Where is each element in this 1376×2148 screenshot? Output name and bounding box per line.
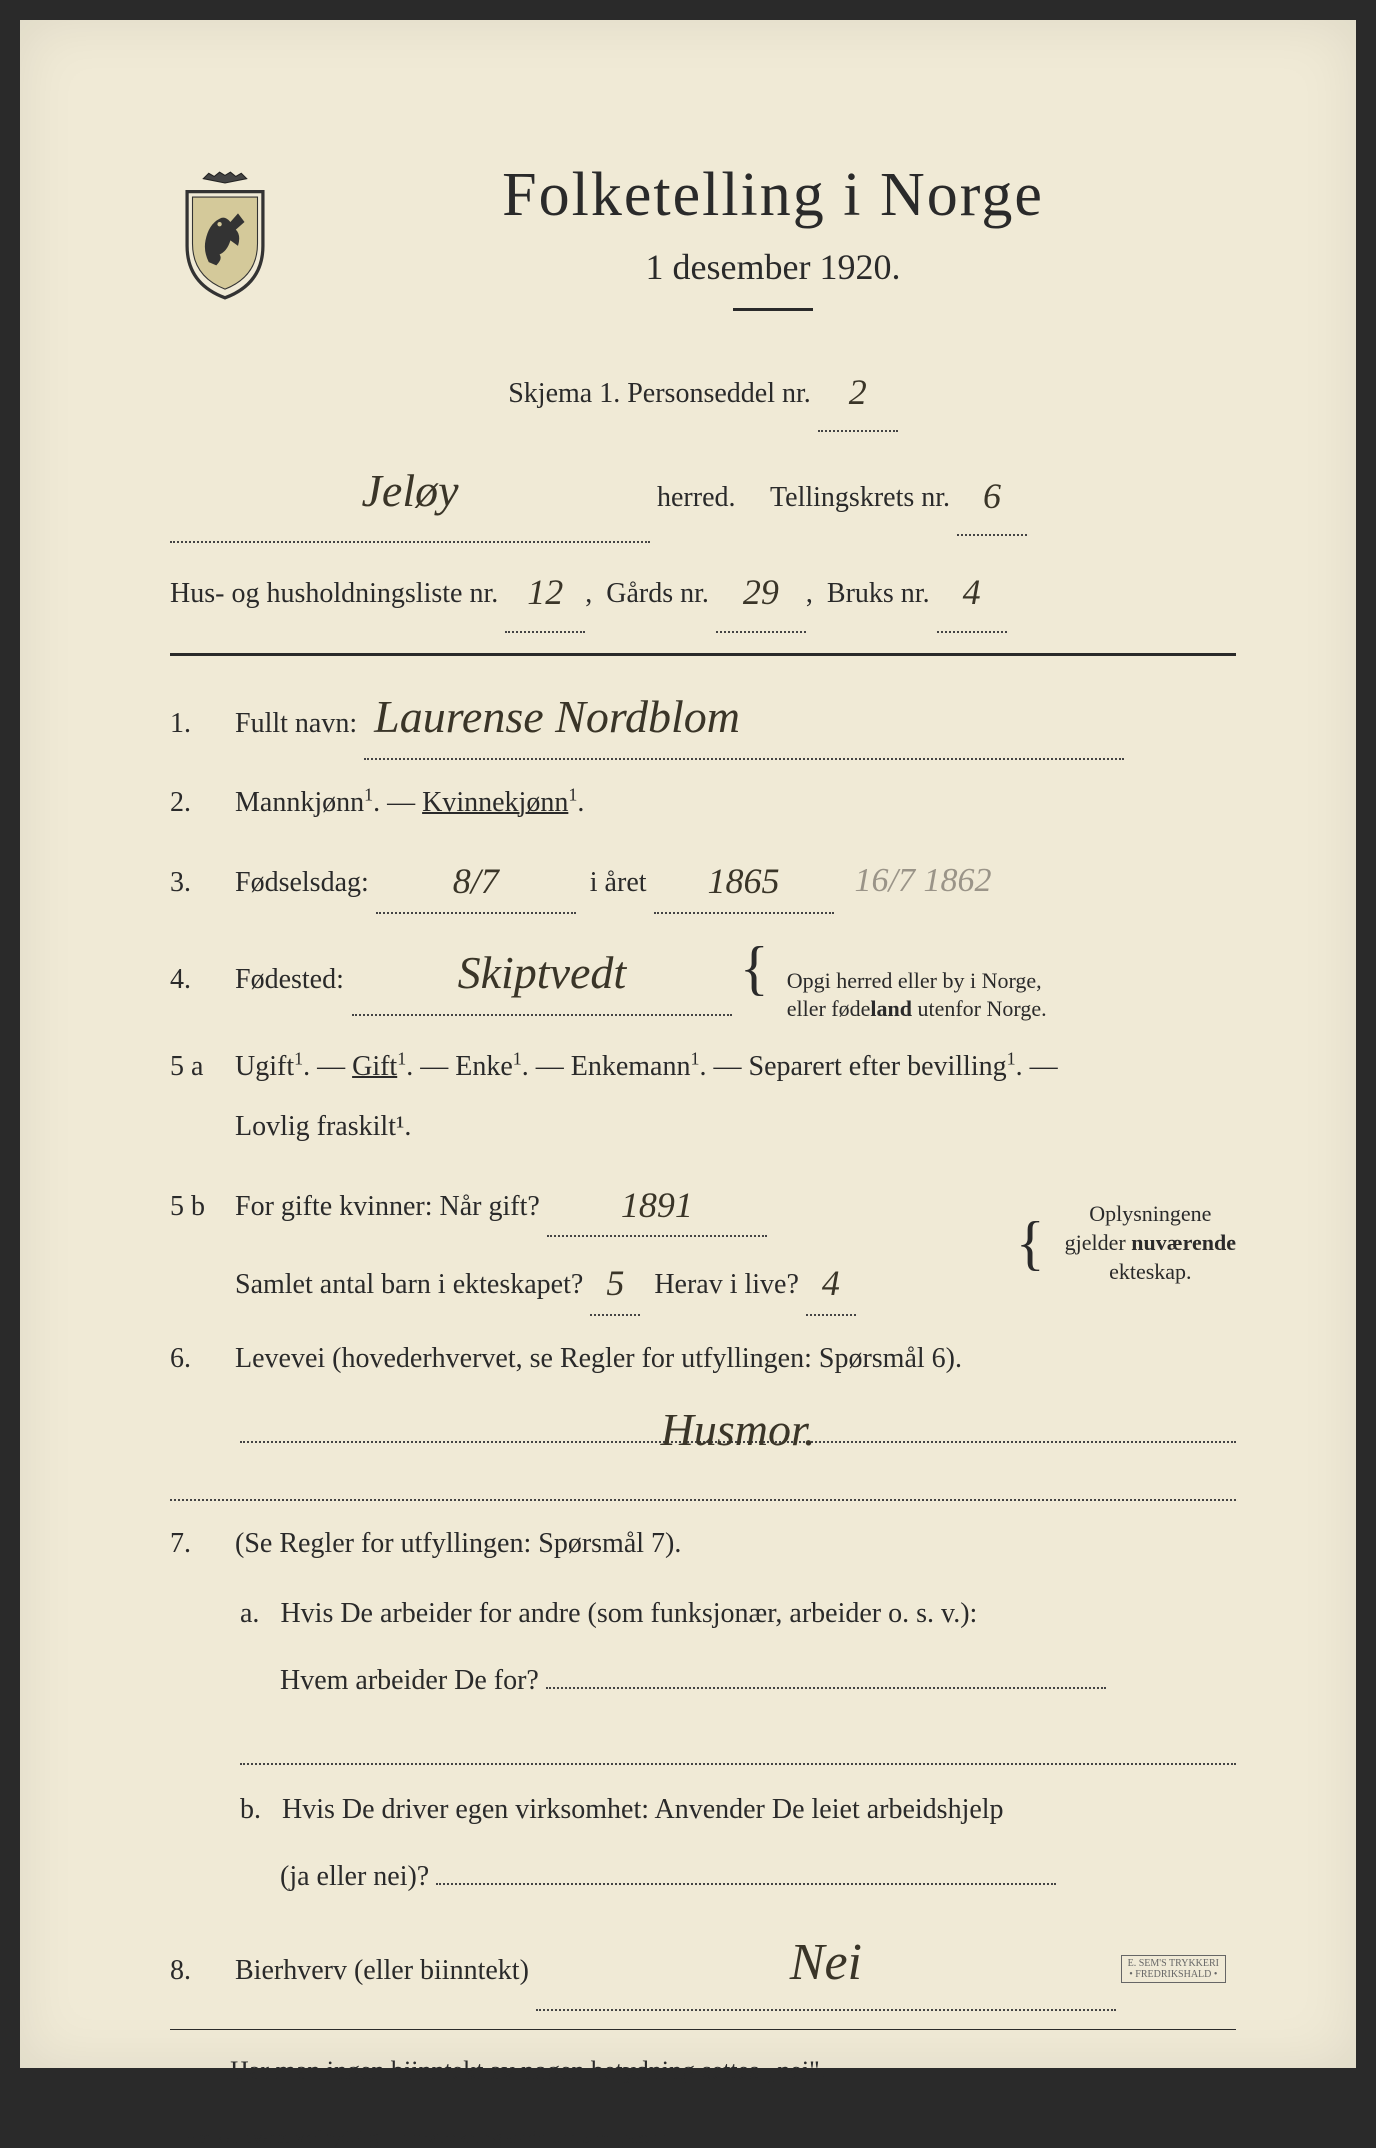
q5b-label1: For gifte kvinner: Når gift? xyxy=(235,1191,540,1222)
q7a-text2: Hvem arbeider De for? xyxy=(280,1665,539,1696)
q1-row: 1. Fullt navn: Laurense Nordblom xyxy=(170,676,1236,761)
census-form-page: Folketelling i Norge 1 desember 1920. Sk… xyxy=(20,20,1356,2068)
q3-day: 8/7 xyxy=(453,861,499,901)
q8-label: Bierhverv (eller biinntekt) xyxy=(235,1955,529,1986)
bruks-label: Bruks nr. xyxy=(827,578,930,609)
q5b-live: 4 xyxy=(822,1263,840,1303)
hus-label: Hus- og husholdningsliste nr. xyxy=(170,578,498,609)
q7a: a. Hvis De arbeider for andre (som funks… xyxy=(240,1587,1236,1707)
q7a-blank xyxy=(240,1725,1236,1765)
q3-pencil: 16/7 1862 xyxy=(855,862,992,899)
title-block: Folketelling i Norge 1 desember 1920. xyxy=(310,160,1236,341)
hus-line: Hus- og husholdningsliste nr. 12, Gårds … xyxy=(170,551,1236,632)
q5b-row: 5 b For gifte kvinner: Når gift? 1891 Sa… xyxy=(170,1171,1236,1317)
q5b-year: 1891 xyxy=(621,1185,693,1225)
q7-label: (Se Regler for utfyllingen: Spørsmål 7). xyxy=(235,1528,681,1559)
printer-stamp: E. SEM'S TRYKKERI • FREDRIKSHALD • xyxy=(1121,1955,1226,1983)
q7-num: 7. xyxy=(170,1519,215,1569)
q3-year-label: i året xyxy=(590,867,647,898)
q6-value: Husmor. xyxy=(661,1404,816,1455)
q7-row: 7. (Se Regler for utfyllingen: Spørsmål … xyxy=(170,1519,1236,1569)
q5b-num: 5 b xyxy=(170,1182,215,1232)
q5a-line2: Lovlig fraskilt¹. xyxy=(235,1102,1236,1152)
subtitle: 1 desember 1920. xyxy=(310,246,1236,288)
skjema-line: Skjema 1. Personseddel nr. 2 xyxy=(170,351,1236,432)
hus-nr: 12 xyxy=(527,572,563,612)
q5b-label2: Samlet antal barn i ekteskapet? xyxy=(235,1269,583,1300)
herred-label: herred. xyxy=(657,482,736,513)
q2-mann: Mannkjønn xyxy=(235,787,364,818)
q4-num: 4. xyxy=(170,955,215,1005)
coat-of-arms-icon xyxy=(170,170,280,300)
q4-note: Opgi herred eller by i Norge, eller føde… xyxy=(787,967,1047,1024)
header: Folketelling i Norge 1 desember 1920. xyxy=(170,160,1236,341)
q6-field: Husmor. xyxy=(240,1403,1236,1443)
q2-num: 2. xyxy=(170,778,215,828)
q5a-gift: Gift xyxy=(352,1051,397,1082)
q2-row: 2. Mannkjønn1. — Kvinnekjønn1. xyxy=(170,778,1236,828)
q7b: b. Hvis De driver egen virksomhet: Anven… xyxy=(240,1783,1236,1903)
main-title: Folketelling i Norge xyxy=(310,160,1236,231)
q5b-barn: 5 xyxy=(606,1263,624,1303)
q6-label: Levevei (hovederhvervet, se Regler for u… xyxy=(235,1343,962,1374)
bruks-nr: 4 xyxy=(963,572,981,612)
divider-thin xyxy=(170,2029,1236,2030)
q7a-text1: Hvis De arbeider for andre (som funksjon… xyxy=(280,1598,977,1629)
q3-year: 1865 xyxy=(708,861,780,901)
q4-label: Fødested: xyxy=(235,955,344,1005)
q5b-note: Oplysningene gjelder nuværende ekteskap. xyxy=(1065,1200,1236,1286)
gards-nr: 29 xyxy=(743,572,779,612)
q4-row: 4. Fødested: Skiptvedt { Opgi herred ell… xyxy=(170,932,1236,1024)
q7b-label: b. xyxy=(240,1794,261,1825)
footnote: ¹ Her kan svares ved tydelig understrekn… xyxy=(170,2119,1236,2148)
q4-value: Skiptvedt xyxy=(458,947,627,998)
closing-note: Har man ingen biinntekt av nogen betydni… xyxy=(230,2042,1236,2099)
tellingskrets-label: Tellingskrets nr. xyxy=(770,482,950,513)
q7b-text2: (ja eller nei)? xyxy=(280,1861,429,1892)
title-rule xyxy=(733,308,813,311)
tellingskrets-nr: 6 xyxy=(983,476,1001,516)
q3-num: 3. xyxy=(170,858,215,908)
q7a-label: a. xyxy=(240,1598,259,1629)
q6-num: 6. xyxy=(170,1334,215,1384)
q3-label: Fødselsdag: xyxy=(235,867,369,898)
q5a-row: 5 a Ugift1. — Gift1. — Enke1. — Enkemann… xyxy=(170,1042,1236,1153)
q8-num: 8. xyxy=(170,1946,215,1996)
divider-heavy xyxy=(170,653,1236,656)
q1-num: 1. xyxy=(170,699,215,749)
q7b-text1: Hvis De driver egen virksomhet: Anvender… xyxy=(282,1794,1004,1825)
q6-row: 6. Levevei (hovederhvervet, se Regler fo… xyxy=(170,1334,1236,1384)
q8-value: Nei xyxy=(790,1934,862,1991)
q6-blank xyxy=(170,1461,1236,1501)
q1-label: Fullt navn: xyxy=(235,708,357,739)
personseddel-nr: 2 xyxy=(849,372,867,412)
q1-value: Laurense Nordblom xyxy=(374,691,740,742)
q8-row: 8. Bierhverv (eller biinntekt) Nei xyxy=(170,1916,1236,2012)
q3-row: 3. Fødselsdag: 8/7 i året 1865 16/7 1862 xyxy=(170,847,1236,914)
skjema-label: Skjema 1. Personseddel nr. xyxy=(508,378,811,409)
herred-line: Jeløy herred. Tellingskrets nr. 6 xyxy=(170,440,1236,543)
q5b-label3: Herav i live? xyxy=(654,1269,799,1300)
herred-value: Jeløy xyxy=(361,465,458,516)
q2-kvinne: Kvinnekjønn xyxy=(422,787,568,818)
q5a-num: 5 a xyxy=(170,1042,215,1092)
gards-label: Gårds nr. xyxy=(606,578,709,609)
